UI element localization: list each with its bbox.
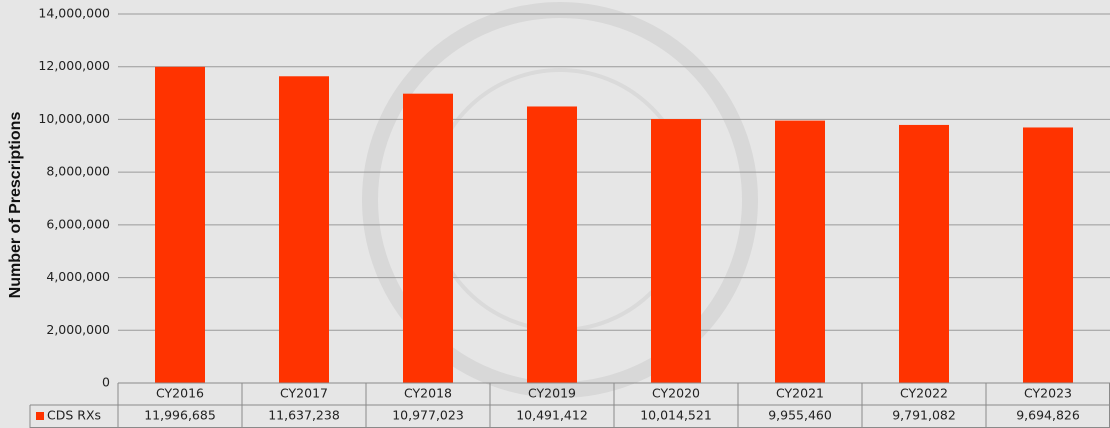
bar xyxy=(899,124,949,383)
data-table-value: 10,977,023 xyxy=(392,408,464,423)
data-table-value: 10,014,521 xyxy=(640,408,712,423)
data-table-value: 9,955,460 xyxy=(768,408,832,423)
bar xyxy=(155,66,205,383)
x-tick-label: CY2017 xyxy=(280,386,328,401)
x-tick-label: CY2019 xyxy=(528,386,576,401)
bar xyxy=(1023,127,1073,384)
y-tick-label: 0 xyxy=(102,375,110,390)
y-tick-label: 2,000,000 xyxy=(46,322,110,337)
data-table-value: 11,637,238 xyxy=(268,408,340,423)
legend-label: CDS RXs xyxy=(47,408,101,423)
x-tick-label: CY2016 xyxy=(156,386,204,401)
x-tick-label: CY2023 xyxy=(1024,386,1072,401)
bar xyxy=(651,119,701,383)
seal-watermark xyxy=(362,2,758,398)
bar xyxy=(403,93,453,384)
y-tick-label: 12,000,000 xyxy=(38,58,110,73)
legend-swatch xyxy=(36,412,44,420)
x-tick-label: CY2022 xyxy=(900,386,948,401)
y-tick-label: 4,000,000 xyxy=(46,269,110,284)
data-table-value: 11,996,685 xyxy=(144,408,216,423)
y-tick-label: 6,000,000 xyxy=(46,216,110,231)
data-table-value: 9,791,082 xyxy=(892,408,956,423)
data-table-value: 9,694,826 xyxy=(1016,408,1080,423)
y-tick-label: 8,000,000 xyxy=(46,164,110,179)
data-table-value: 10,491,412 xyxy=(516,408,588,423)
x-tick-label: CY2020 xyxy=(652,386,700,401)
bar xyxy=(775,120,825,384)
y-tick-label: 14,000,000 xyxy=(38,6,110,21)
bar xyxy=(279,76,329,383)
y-axis-title: Number of Prescriptions xyxy=(7,112,24,299)
bar xyxy=(527,106,577,384)
x-tick-label: CY2021 xyxy=(776,386,824,401)
x-tick-label: CY2018 xyxy=(404,386,452,401)
y-tick-label: 10,000,000 xyxy=(38,111,110,126)
